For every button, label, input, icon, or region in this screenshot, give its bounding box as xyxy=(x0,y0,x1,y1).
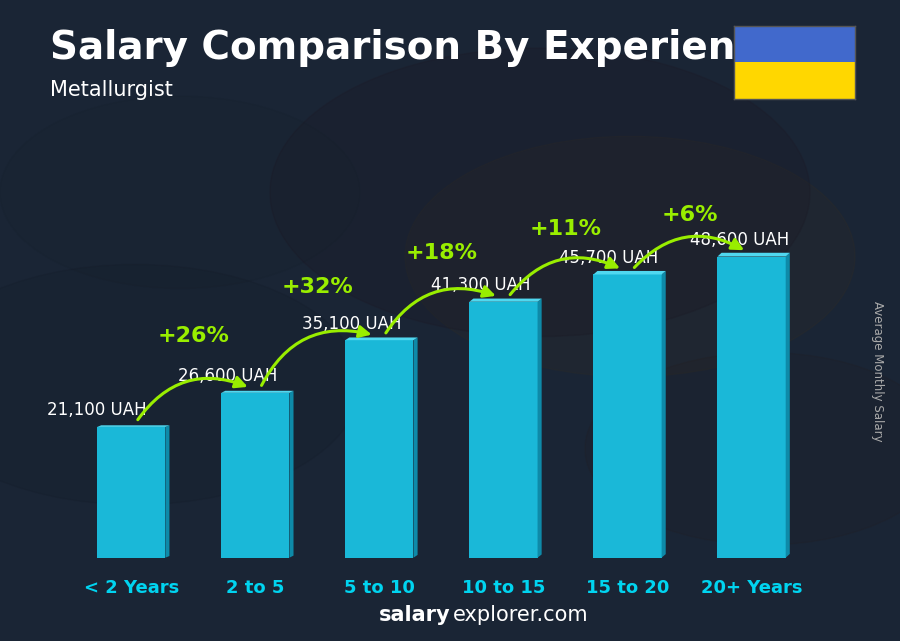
Text: Average Monthly Salary: Average Monthly Salary xyxy=(871,301,884,442)
Text: +32%: +32% xyxy=(282,278,353,297)
Text: 10 to 15: 10 to 15 xyxy=(462,579,545,597)
Text: 21,100 UAH: 21,100 UAH xyxy=(47,401,147,419)
Bar xyxy=(734,62,855,99)
Polygon shape xyxy=(413,337,418,558)
Text: salary: salary xyxy=(378,605,450,625)
Ellipse shape xyxy=(0,264,360,505)
FancyBboxPatch shape xyxy=(221,393,290,558)
Text: < 2 Years: < 2 Years xyxy=(84,579,179,597)
Bar xyxy=(734,26,855,62)
Text: 48,600 UAH: 48,600 UAH xyxy=(689,231,788,249)
Text: explorer.com: explorer.com xyxy=(453,605,589,625)
FancyBboxPatch shape xyxy=(346,340,413,558)
FancyBboxPatch shape xyxy=(97,427,166,558)
Text: 35,100 UAH: 35,100 UAH xyxy=(302,315,401,333)
Ellipse shape xyxy=(405,137,855,377)
Polygon shape xyxy=(97,425,169,427)
Polygon shape xyxy=(469,299,542,302)
Polygon shape xyxy=(346,337,418,340)
Polygon shape xyxy=(593,271,666,274)
Polygon shape xyxy=(166,425,169,558)
Ellipse shape xyxy=(270,48,810,337)
Text: +11%: +11% xyxy=(529,219,601,239)
Text: 5 to 10: 5 to 10 xyxy=(344,579,415,597)
Text: +6%: +6% xyxy=(662,205,718,225)
Ellipse shape xyxy=(585,353,900,545)
FancyBboxPatch shape xyxy=(717,256,786,558)
Text: +26%: +26% xyxy=(158,326,230,346)
Text: Salary Comparison By Experience: Salary Comparison By Experience xyxy=(50,29,784,67)
Ellipse shape xyxy=(135,216,765,553)
Ellipse shape xyxy=(0,96,360,288)
Polygon shape xyxy=(221,391,293,393)
FancyBboxPatch shape xyxy=(593,274,662,558)
FancyBboxPatch shape xyxy=(469,302,537,558)
Text: 26,600 UAH: 26,600 UAH xyxy=(178,367,278,385)
Text: 41,300 UAH: 41,300 UAH xyxy=(431,276,531,294)
Polygon shape xyxy=(717,253,790,256)
Text: 45,700 UAH: 45,700 UAH xyxy=(559,249,659,267)
Text: +18%: +18% xyxy=(405,243,477,263)
Polygon shape xyxy=(290,391,293,558)
Polygon shape xyxy=(537,299,542,558)
Polygon shape xyxy=(662,271,666,558)
Text: 15 to 20: 15 to 20 xyxy=(586,579,670,597)
Text: 20+ Years: 20+ Years xyxy=(701,579,802,597)
Text: Metallurgist: Metallurgist xyxy=(50,80,173,100)
Text: 2 to 5: 2 to 5 xyxy=(226,579,284,597)
Polygon shape xyxy=(786,253,790,558)
